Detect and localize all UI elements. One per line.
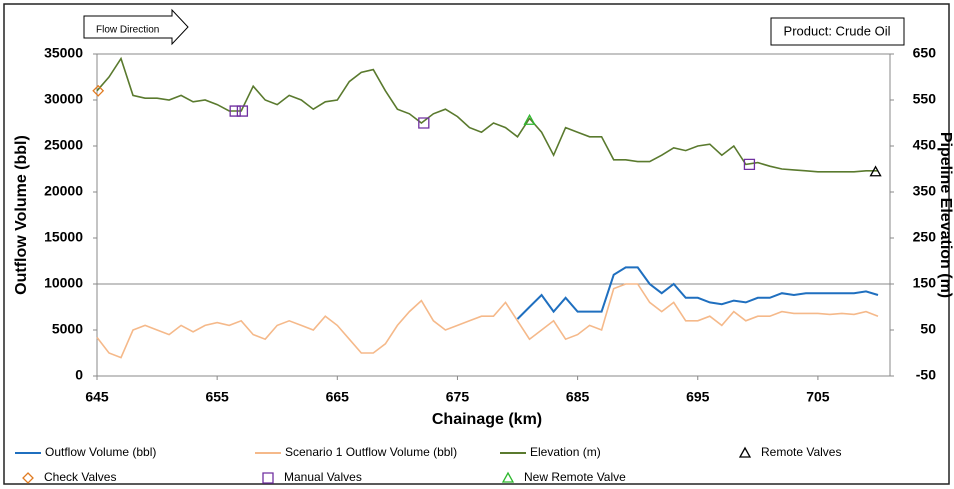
y2-tick-label: -50 bbox=[916, 367, 936, 383]
x-tick-label: 685 bbox=[566, 389, 590, 405]
annotation-box bbox=[770, 17, 905, 46]
y2-axis-title: Pipeline Elevation (m) bbox=[937, 132, 954, 298]
x-axis-title: Chainage (km) bbox=[432, 411, 542, 428]
y2-tick-label: 350 bbox=[913, 183, 937, 199]
y-tick-label: 0 bbox=[75, 367, 83, 383]
legend-label: New Remote Valve bbox=[524, 470, 626, 484]
x-tick-label: 695 bbox=[686, 389, 710, 405]
y-tick-label: 5000 bbox=[52, 321, 83, 337]
y-tick-label: 20000 bbox=[44, 183, 83, 199]
y-tick-label: 35000 bbox=[44, 45, 83, 61]
series-line bbox=[96, 283, 879, 359]
y2-tick-label: 550 bbox=[913, 91, 937, 107]
valve-marker bbox=[523, 113, 536, 125]
legend-label: Outflow Volume (bbl) bbox=[45, 445, 156, 459]
legend-swatch bbox=[22, 472, 34, 484]
flow-arrow bbox=[83, 8, 189, 46]
y-tick-label: 15000 bbox=[44, 229, 83, 245]
legend-label: Remote Valves bbox=[761, 445, 841, 459]
annotation: Product: Crude Oil bbox=[784, 23, 891, 38]
series-line bbox=[516, 266, 879, 320]
x-tick-label: 675 bbox=[446, 389, 470, 405]
valve-marker bbox=[869, 165, 882, 177]
x-tick-label: 655 bbox=[205, 389, 229, 405]
legend-swatch bbox=[738, 446, 752, 458]
y2-tick-label: 50 bbox=[920, 321, 936, 337]
y2-tick-label: 250 bbox=[913, 229, 937, 245]
annotation: Flow Direction bbox=[96, 25, 159, 36]
legend-swatch bbox=[501, 471, 515, 483]
valve-marker bbox=[92, 84, 105, 97]
y-tick-label: 10000 bbox=[44, 275, 83, 291]
legend-label: Elevation (m) bbox=[530, 445, 601, 459]
frame bbox=[3, 3, 950, 485]
y-tick-label: 30000 bbox=[44, 91, 83, 107]
y2-tick-label: 650 bbox=[913, 45, 937, 61]
x-tick-label: 665 bbox=[326, 389, 350, 405]
valve-marker bbox=[743, 158, 756, 171]
legend-swatch bbox=[262, 472, 274, 484]
y-tick-label: 25000 bbox=[44, 137, 83, 153]
legend-label: Scenario 1 Outflow Volume (bbl) bbox=[285, 445, 457, 459]
y2-tick-label: 150 bbox=[913, 275, 937, 291]
valve-marker bbox=[418, 117, 430, 129]
series-line bbox=[96, 56, 878, 173]
x-tick-label: 705 bbox=[806, 389, 830, 405]
x-tick-label: 645 bbox=[85, 389, 109, 405]
y-axis-title: Outflow Volume (bbl) bbox=[13, 135, 30, 295]
y2-tick-label: 450 bbox=[913, 137, 937, 153]
valve-marker bbox=[236, 105, 249, 117]
legend-label: Manual Valves bbox=[284, 470, 362, 484]
plot-area bbox=[96, 53, 891, 377]
legend-label: Check Valves bbox=[44, 470, 116, 484]
